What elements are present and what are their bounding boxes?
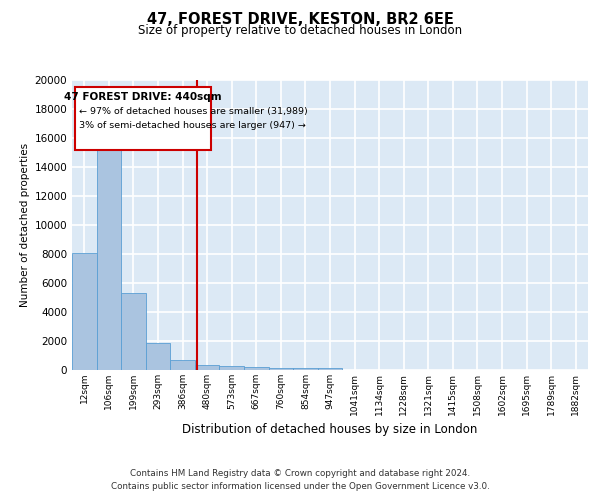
FancyBboxPatch shape	[74, 87, 211, 150]
Bar	[195, 365, 220, 370]
Text: 47 FOREST DRIVE: 440sqm: 47 FOREST DRIVE: 440sqm	[64, 92, 222, 102]
Bar	[170, 360, 195, 370]
Text: 3% of semi-detached houses are larger (947) →: 3% of semi-detached houses are larger (9…	[79, 122, 305, 130]
Text: Contains public sector information licensed under the Open Government Licence v3: Contains public sector information licen…	[110, 482, 490, 491]
Bar	[318, 368, 342, 370]
Text: 47, FOREST DRIVE, KESTON, BR2 6EE: 47, FOREST DRIVE, KESTON, BR2 6EE	[146, 12, 454, 28]
Bar	[121, 293, 146, 370]
Bar	[293, 368, 318, 370]
Text: ← 97% of detached houses are smaller (31,989): ← 97% of detached houses are smaller (31…	[79, 107, 307, 116]
Text: Size of property relative to detached houses in London: Size of property relative to detached ho…	[138, 24, 462, 37]
Y-axis label: Number of detached properties: Number of detached properties	[20, 143, 30, 307]
Bar	[97, 130, 121, 370]
Bar	[146, 343, 170, 370]
Bar	[220, 366, 244, 370]
Text: Contains HM Land Registry data © Crown copyright and database right 2024.: Contains HM Land Registry data © Crown c…	[130, 468, 470, 477]
X-axis label: Distribution of detached houses by size in London: Distribution of detached houses by size …	[182, 423, 478, 436]
Bar	[72, 252, 97, 370]
Bar	[244, 367, 269, 370]
Bar	[269, 368, 293, 370]
